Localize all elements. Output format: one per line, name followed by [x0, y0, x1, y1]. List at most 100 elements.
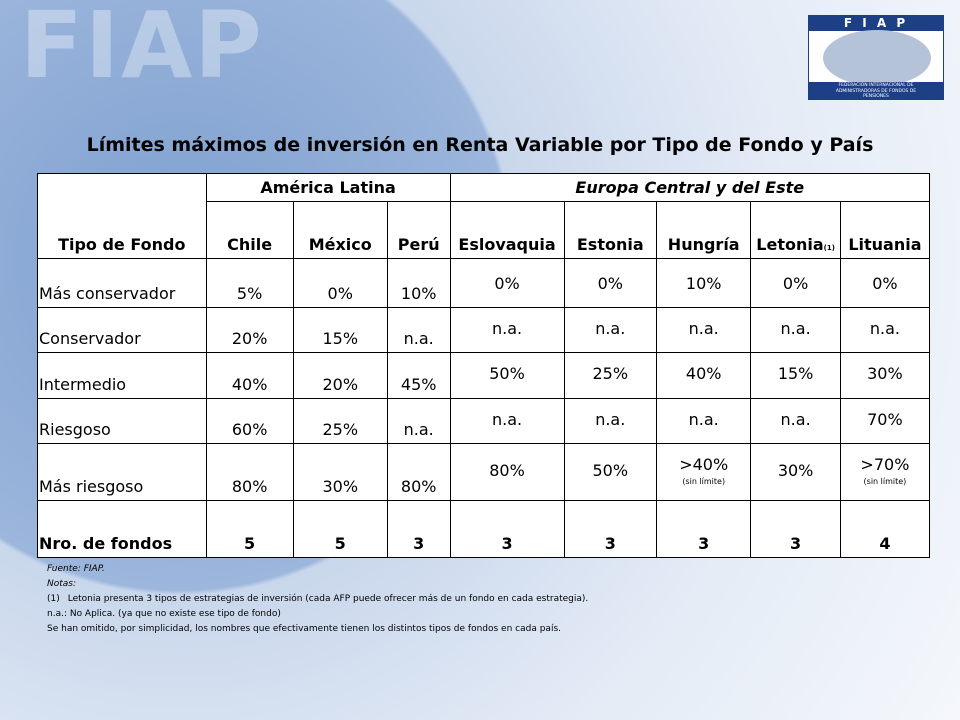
cell-value: 20% [322, 375, 359, 394]
cell: 0% [839, 258, 931, 308]
column-header: Estonia [563, 201, 658, 259]
total-row: Nro. de fondos 5 5 3 3 3 3 3 4 [37, 500, 931, 558]
cell: 0% [563, 258, 658, 308]
cell-value: 50% [489, 364, 525, 383]
cell-value: 5% [236, 284, 263, 303]
cell-value: n.a. [688, 409, 719, 429]
cell-value: 25% [322, 420, 359, 439]
column-label: Chile [227, 235, 273, 254]
cell-note: (sin límite) [682, 476, 726, 486]
column-header: Chile [205, 201, 294, 259]
cell: 25% [292, 398, 388, 444]
cell-value: n.a. [491, 409, 523, 429]
cell-value: 25% [592, 364, 629, 383]
source: Fuente: FIAP. [47, 564, 105, 574]
cell: n.a. [656, 398, 752, 444]
cell: n.a. [449, 307, 565, 353]
cell: 3 [563, 500, 658, 558]
note-marker: (1) [47, 594, 60, 604]
notes: Fuente: FIAP. Notas: (1) Letonia presenta… [47, 562, 588, 637]
cell: 30% [839, 352, 931, 399]
row-label: Conservador [37, 307, 207, 353]
column-label: Perú [397, 235, 440, 254]
cell: 20% [205, 307, 294, 353]
cell-value: 70% [867, 409, 903, 429]
cell: n.a. [839, 307, 931, 353]
cell: n.a. [386, 398, 451, 444]
row-label: Más riesgoso [37, 443, 207, 501]
cell-value: 0% [494, 273, 520, 293]
cell-value: 40% [685, 364, 722, 383]
cell: 10% [386, 258, 451, 308]
column-label: México [308, 235, 372, 254]
cell-value: 30% [867, 364, 903, 383]
note-item: (1) Letonia presenta 3 tipos de estrategi… [47, 592, 588, 607]
header-row: Chile México Perú Eslovaquia Estonia Hungría L… [38, 201, 931, 259]
data-row: Conservador 20% 15% n.a. n.a. n.a. n.a. n.a. n.a… [37, 307, 931, 353]
cell: 0% [750, 258, 841, 308]
row-label: Riesgoso [37, 398, 207, 444]
cell: 10% [656, 258, 752, 308]
cell-value: 15% [322, 329, 359, 348]
row-label: Más conservador [37, 258, 207, 308]
column-label: Hungría [667, 235, 740, 254]
cell-value: 15% [777, 364, 814, 383]
column-label: Estonia [576, 235, 644, 254]
cell: 15% [292, 307, 388, 353]
cell-value: 0% [872, 273, 898, 293]
cell: 3 [449, 500, 565, 558]
cell-value: 80% [400, 477, 437, 496]
cell: n.a. [750, 307, 841, 353]
cell-value: >70% [860, 454, 910, 474]
cell-note: (sin límite) [863, 476, 907, 486]
data-row: Intermedio 40% 20% 45% 50% 25% 40% 15% 30% [37, 352, 931, 399]
cell: 5 [205, 500, 294, 558]
group-header: América Latina [205, 173, 451, 202]
corner-cell: Tipo de Fondo [37, 173, 207, 259]
data-row: Más riesgoso 80% 30% 80% 80% 50% >40% (sin lími… [37, 443, 931, 501]
group-header: Europa Central y del Este [449, 173, 931, 202]
data-row: Más conservador 5% 0% 10% 0% 0% 10% 0% 0% [37, 258, 931, 308]
title: Límites máximos de inversión en Renta Va… [86, 134, 874, 156]
column-header: México [292, 201, 388, 259]
cell-value: 80% [489, 460, 525, 480]
cell: n.a. [563, 398, 658, 444]
cell-value: 80% [231, 477, 268, 496]
column-header: Letonia(1) [750, 201, 841, 259]
cell-value: 10% [400, 284, 437, 303]
watermark: FIAP [20, 0, 264, 99]
cell: >70% (sin límite) [839, 443, 931, 501]
cell-value: n.a. [491, 318, 523, 338]
cell-value: 0% [782, 273, 809, 293]
cell: n.a. [750, 398, 841, 444]
cell-value: 30% [777, 460, 814, 480]
cell-value: 50% [592, 460, 629, 480]
cell-value: 0% [597, 273, 623, 293]
cell: n.a. [449, 398, 565, 444]
cell: 70% [839, 398, 931, 444]
cell: 45% [386, 352, 451, 399]
cell: n.a. [386, 307, 451, 353]
cell-value: 45% [400, 375, 437, 394]
cell: 80% [449, 443, 565, 501]
cell: 0% [449, 258, 565, 308]
cell: 20% [292, 352, 388, 399]
cell-value: 10% [685, 273, 722, 293]
cell: n.a. [656, 307, 752, 353]
cell-value: 60% [231, 420, 268, 439]
cell: 40% [205, 352, 294, 399]
row-label: Nro. de fondos [37, 500, 207, 558]
cell: 3 [386, 500, 451, 558]
note-line: Se han omitido, por simplicidad, los nom… [47, 624, 561, 634]
cell: 80% [205, 443, 294, 501]
cell: 80% [386, 443, 451, 501]
column-label: Eslovaquia [458, 235, 556, 254]
cell: 4 [839, 500, 931, 558]
cell-value: n.a. [595, 318, 626, 338]
cell-value: n.a. [403, 420, 434, 439]
cell: 15% [750, 352, 841, 399]
cell-value: 40% [231, 375, 268, 394]
column-sub: (1) [823, 244, 835, 252]
cell: 30% [292, 443, 388, 501]
